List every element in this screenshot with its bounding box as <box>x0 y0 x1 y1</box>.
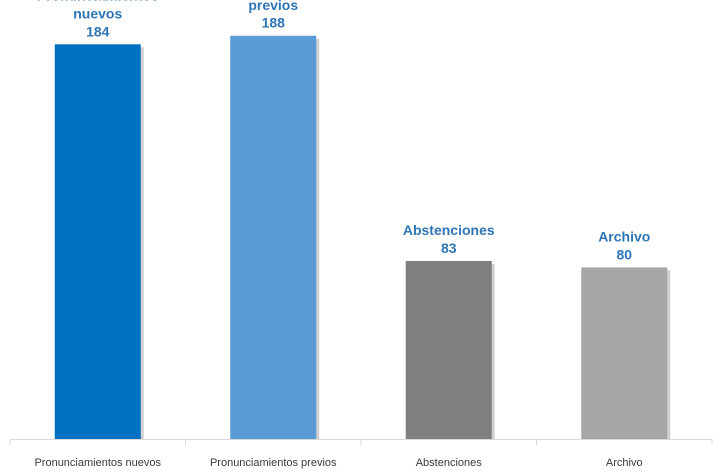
x-tick-label: Pronunciamientos nuevos <box>34 457 161 469</box>
data-label-name: nuevos <box>73 5 122 21</box>
x-tick-label: Archivo <box>606 457 643 469</box>
data-label-value: 184 <box>86 23 110 39</box>
x-tick-label: Pronunciamientos previos <box>210 457 337 469</box>
bars-group <box>54 35 671 440</box>
data-label-name: Archivo <box>598 228 650 244</box>
x-axis-ticks <box>9 439 713 445</box>
bar <box>405 260 492 439</box>
data-label-value: 83 <box>441 240 457 256</box>
data-labels-group: Pronunciamientosnuevos184Pronunciamiento… <box>37 0 651 262</box>
data-label-name: previos <box>248 0 298 13</box>
bar <box>230 35 317 440</box>
x-axis-tick-labels: Pronunciamientos nuevos Pronunciamientos … <box>34 457 642 469</box>
data-label-value: 188 <box>262 15 286 31</box>
bar <box>581 267 668 439</box>
data-label-name: Abstenciones <box>403 222 495 238</box>
x-tick-label: Abstenciones <box>416 457 483 469</box>
bar <box>54 44 141 439</box>
data-label-name: Pronunciamientos <box>37 0 159 3</box>
data-label-value: 80 <box>616 246 632 262</box>
